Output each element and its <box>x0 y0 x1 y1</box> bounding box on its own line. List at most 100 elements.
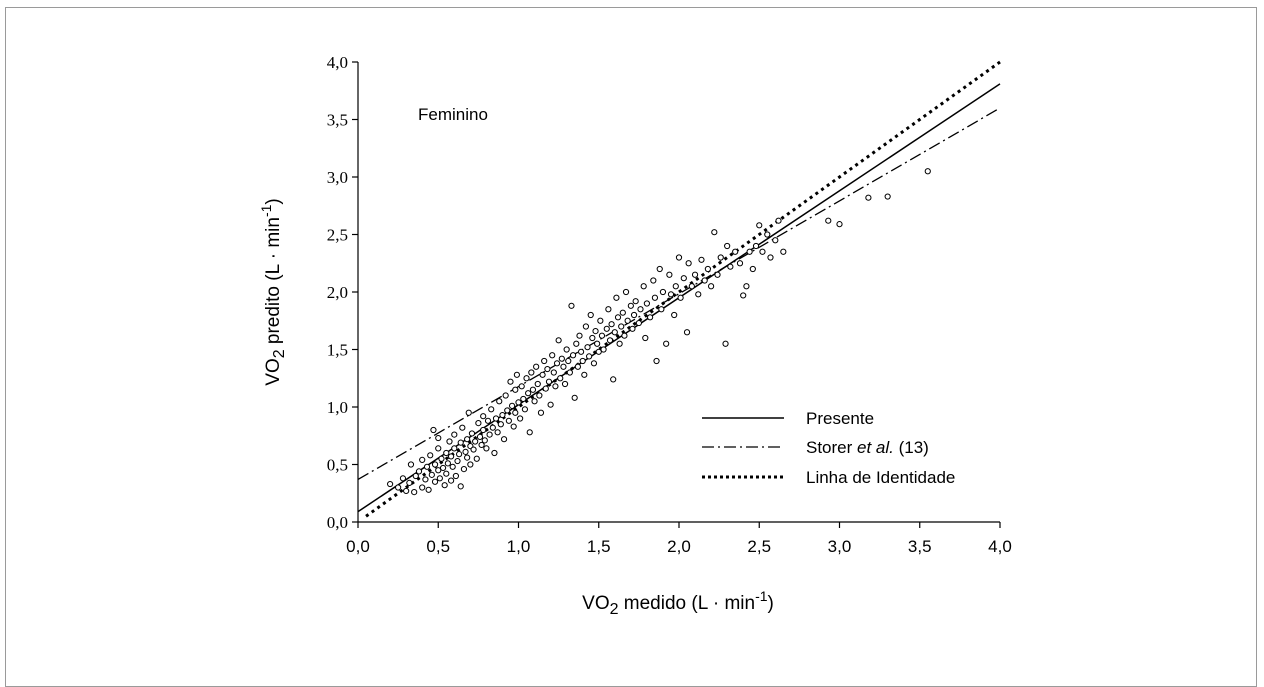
data-point <box>523 375 530 382</box>
data-point <box>616 340 623 347</box>
data-point <box>577 348 585 355</box>
data-point <box>701 277 708 284</box>
data-point <box>473 455 480 462</box>
data-point <box>635 319 642 327</box>
data-point <box>683 329 691 336</box>
data-point <box>428 471 435 478</box>
data-point <box>632 298 639 305</box>
data-point <box>436 475 443 482</box>
data-point <box>427 452 434 459</box>
data-point <box>565 357 572 365</box>
chart-annotation: Feminino <box>418 105 488 124</box>
x-tick-label: 1,5 <box>587 537 611 556</box>
y-tick-label: 2,0 <box>327 283 348 302</box>
data-point <box>464 436 471 443</box>
data-point <box>569 352 577 359</box>
data-point <box>457 439 464 446</box>
data-point <box>675 254 683 261</box>
data-point <box>468 430 476 437</box>
data-point <box>459 424 466 431</box>
data-point <box>608 321 615 328</box>
data-point <box>671 311 678 319</box>
data-point <box>415 468 423 475</box>
data-point <box>606 337 614 344</box>
data-point <box>451 445 458 452</box>
data-point <box>475 420 482 427</box>
data-point <box>722 340 729 347</box>
data-point <box>525 390 532 397</box>
data-point <box>533 363 540 370</box>
data-point <box>691 271 699 278</box>
data-point <box>492 415 500 422</box>
data-point <box>407 461 415 468</box>
data-point <box>406 479 413 486</box>
y-tick-label: 3,5 <box>327 111 348 130</box>
data-point <box>688 283 695 290</box>
data-point <box>478 441 485 449</box>
data-point <box>759 248 766 255</box>
data-point <box>581 371 588 378</box>
data-point <box>480 413 487 420</box>
data-point <box>502 392 509 399</box>
data-point <box>500 436 508 443</box>
data-point <box>651 294 659 301</box>
x-tick-label: 2,0 <box>667 537 691 556</box>
data-point <box>574 363 581 370</box>
y-tick-label: 1,5 <box>327 341 348 360</box>
data-point <box>481 437 488 444</box>
data-point <box>587 311 594 319</box>
data-point <box>643 300 651 307</box>
plot-area: 0,0 0,5 1,0 1,5 2,0 2,5 3,0 3,5 4,0 0,0 0,5 1,0 1,5 2… <box>327 53 1012 556</box>
data-point <box>708 283 715 290</box>
data-point <box>603 325 610 332</box>
data-point <box>732 248 739 255</box>
data-point <box>419 484 426 491</box>
data-point <box>547 401 554 408</box>
data-point <box>508 402 516 409</box>
data-point <box>656 265 663 273</box>
data-point <box>740 292 747 299</box>
x-tick-label: 4,0 <box>988 537 1012 556</box>
data-point <box>454 457 461 465</box>
data-point <box>566 369 573 376</box>
data-point <box>629 325 636 332</box>
data-point <box>521 406 529 413</box>
data-point <box>756 222 763 229</box>
data-point <box>441 482 448 489</box>
data-point <box>752 242 760 250</box>
y-tick-label: 0,5 <box>327 456 348 475</box>
data-point <box>504 407 511 414</box>
data-point <box>865 194 872 201</box>
data-point <box>452 472 460 480</box>
data-point <box>464 454 471 461</box>
data-point <box>764 231 771 238</box>
data-point <box>767 254 774 261</box>
data-point <box>736 260 744 267</box>
data-point <box>403 487 410 495</box>
data-point <box>435 434 442 442</box>
data-point <box>658 306 665 313</box>
data-point <box>496 398 503 405</box>
data-point <box>563 346 570 353</box>
data-point <box>642 334 649 342</box>
data-point <box>573 340 580 347</box>
data-point <box>489 424 496 431</box>
legend-label-presente: Presente <box>806 409 874 428</box>
data-point <box>425 486 432 493</box>
data-point <box>447 477 455 484</box>
data-point <box>545 378 553 385</box>
data-point <box>653 357 660 365</box>
data-point <box>423 463 431 470</box>
data-point <box>512 386 519 393</box>
data-point <box>491 449 498 457</box>
data-point <box>541 357 548 365</box>
data-point <box>518 383 525 390</box>
y-tick-label: 4,0 <box>327 53 348 72</box>
data-point <box>727 263 734 270</box>
data-point <box>924 168 931 175</box>
data-point <box>552 383 559 390</box>
data-point <box>590 360 598 367</box>
data-point <box>561 380 569 388</box>
data-point <box>627 302 634 309</box>
data-point <box>467 461 474 468</box>
